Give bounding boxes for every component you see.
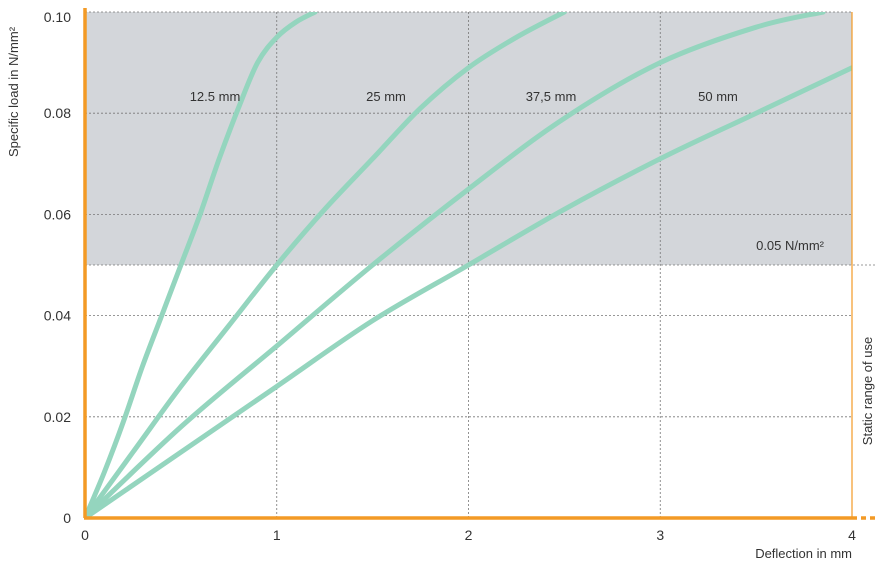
y-tick-label: 0.10	[44, 9, 71, 25]
x-tick-label: 1	[273, 527, 281, 543]
x-axis-label: Deflection in mm	[755, 546, 852, 561]
static-range-shade	[85, 12, 852, 265]
x-tick-label: 0	[81, 527, 89, 543]
curve-label-2: 25 mm	[366, 89, 406, 104]
axes	[83, 8, 876, 520]
series-line-2	[85, 12, 567, 518]
y-tick-label: 0.06	[44, 206, 71, 222]
static-range-label: Static range of use	[860, 337, 875, 445]
x-tick-label: 2	[465, 527, 473, 543]
curve-label-1: 12.5 mm	[190, 89, 241, 104]
y-axis-label: Specific load in N/mm²	[6, 26, 21, 157]
series-line-4	[85, 65, 852, 518]
y-tick-label: 0	[63, 510, 71, 526]
curve-labels: 12.5 mm 25 mm 37,5 mm 50 mm	[190, 89, 738, 104]
y-tick-label: 0.02	[44, 409, 71, 425]
series-line-3	[85, 12, 826, 518]
x-tick-label: 4	[848, 527, 856, 543]
tick-labels: 0 1 2 3 4 0 0.02 0.04 0.06 0.08 0.10	[44, 9, 856, 543]
x-tick-label: 3	[656, 527, 664, 543]
series-layer	[85, 12, 852, 518]
threshold-label: 0.05 N/mm²	[756, 238, 825, 253]
curve-label-4: 50 mm	[698, 89, 738, 104]
y-tick-label: 0.04	[44, 308, 71, 324]
curve-label-3: 37,5 mm	[526, 89, 577, 104]
y-tick-label: 0.08	[44, 105, 71, 121]
series-line-1	[85, 12, 318, 518]
